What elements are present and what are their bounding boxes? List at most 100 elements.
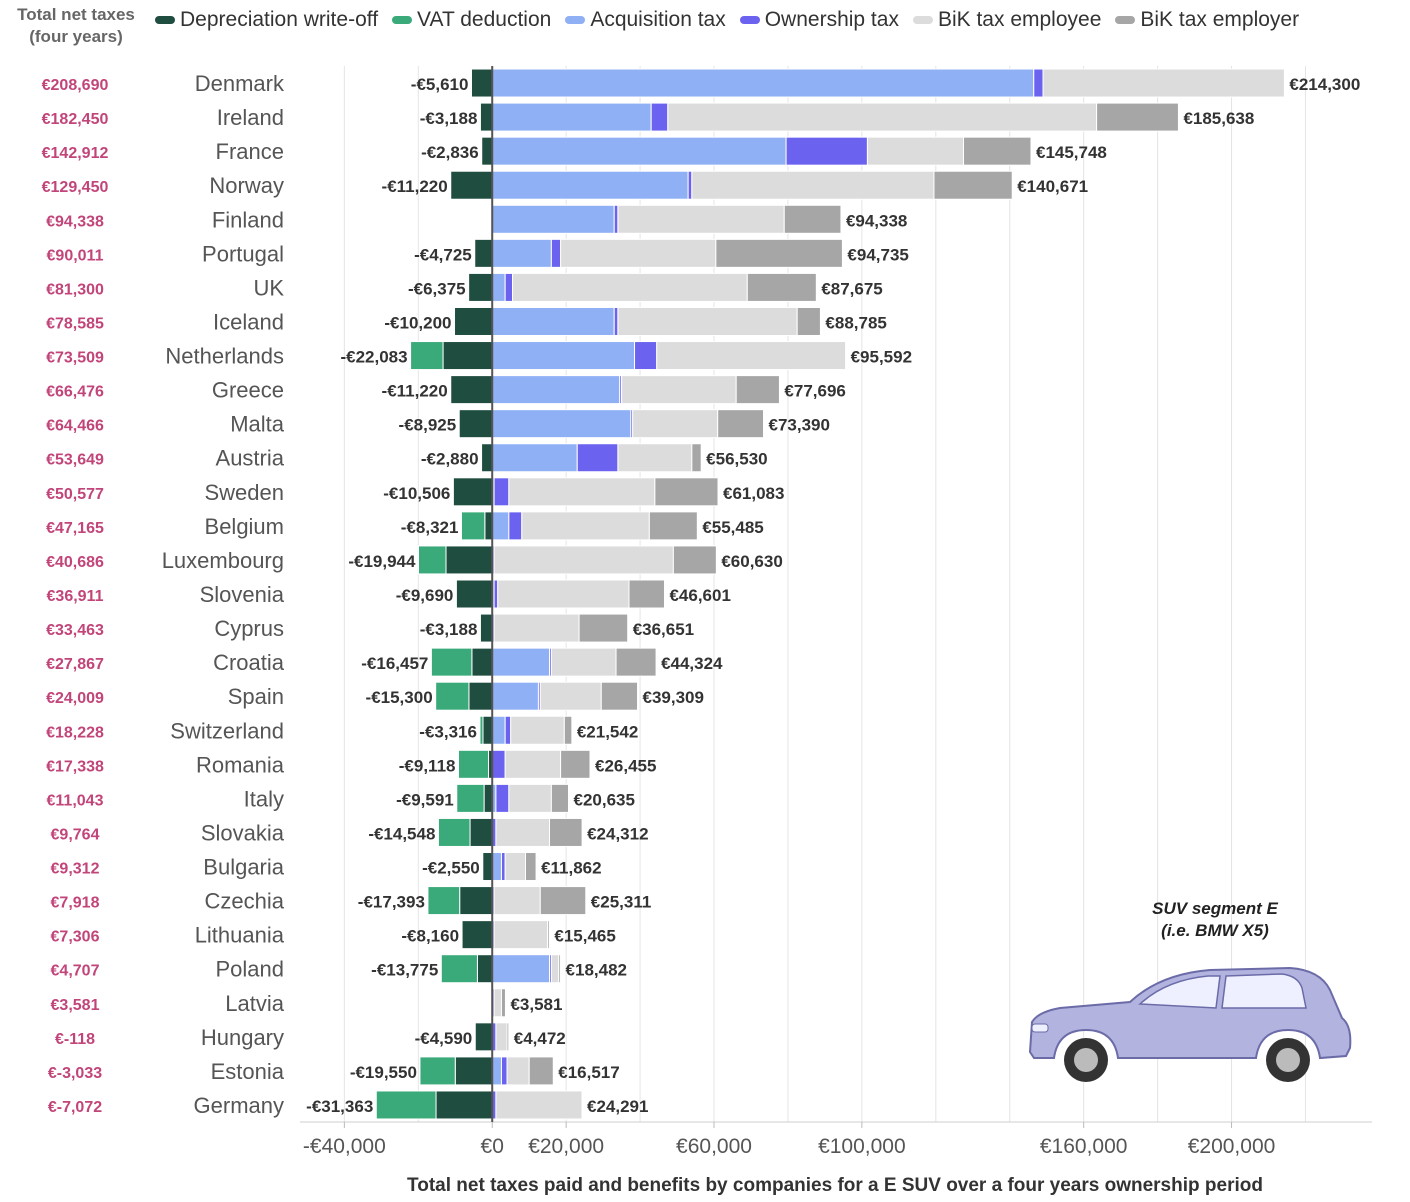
net-total-label: €53,649 <box>46 452 104 469</box>
deductions-total-label: -€15,300 <box>366 688 433 707</box>
taxes-total-label: €61,083 <box>723 484 784 503</box>
bar-depreciation <box>484 511 493 541</box>
bar-depreciation <box>469 817 493 847</box>
net-total-label: €-118 <box>55 1031 95 1048</box>
deductions-total-label: -€6,375 <box>408 279 466 298</box>
country-label: Slovenia <box>200 582 285 607</box>
bar-acquisition <box>491 1056 502 1086</box>
deductions-total-label: -€2,836 <box>421 143 479 162</box>
country-label: Sweden <box>204 480 284 505</box>
bar-bik_employer <box>648 511 698 541</box>
net-total-label: €-7,072 <box>48 1099 102 1116</box>
country-label: Belgium <box>205 514 284 539</box>
country-label: Hungary <box>201 1025 284 1050</box>
legend-label: Depreciation write-off <box>180 8 379 31</box>
taxes-total-label: €46,601 <box>669 586 730 605</box>
bar-bik_employer <box>549 817 583 847</box>
bar-ownership <box>491 749 506 779</box>
deductions-total-label: -€2,880 <box>421 450 479 469</box>
taxes-total-label: €94,338 <box>846 211 907 230</box>
legend-swatch <box>392 16 413 24</box>
bar-bik_employer <box>524 852 537 882</box>
country-label: Lithuania <box>195 923 285 948</box>
bar-bik_employee <box>497 579 630 609</box>
net-total-label: €27,867 <box>46 656 104 673</box>
x-tick-label: €0 <box>481 1135 504 1158</box>
bar-bik_employee <box>504 852 526 882</box>
legend-label: Ownership tax <box>764 8 899 31</box>
bar-bik_employee <box>493 988 502 1018</box>
deductions-total-label: -€11,220 <box>382 382 448 401</box>
legend-item: Acquisition tax <box>565 8 726 32</box>
bar-bik_employee <box>617 443 693 473</box>
bar-depreciation <box>474 1022 493 1052</box>
taxes-total-label: €3,581 <box>510 995 562 1014</box>
country-label: Spain <box>228 684 284 709</box>
taxes-total-label: €140,671 <box>1017 177 1088 196</box>
bar-depreciation <box>452 477 493 507</box>
legend-swatch <box>1115 16 1136 24</box>
bar-acquisition <box>491 715 506 745</box>
net-total-label: €40,686 <box>46 554 104 571</box>
bar-vat <box>430 647 473 677</box>
deductions-total-label: -€13,775 <box>371 961 438 980</box>
bar-ownership <box>687 170 693 200</box>
bar-ownership <box>650 102 669 132</box>
country-label: Italy <box>244 786 284 811</box>
x-tick-label: -€40,000 <box>303 1135 386 1158</box>
bar-acquisition <box>491 238 552 268</box>
taxes-total-label: €25,311 <box>591 893 652 912</box>
bar-bik_employer <box>560 749 591 779</box>
taxes-total-label: €73,390 <box>769 416 830 435</box>
bar-depreciation <box>468 681 493 711</box>
taxes-total-label: €4,472 <box>514 1029 566 1048</box>
bar-bik_employee <box>550 954 560 984</box>
bar-bik_employer <box>691 443 702 473</box>
bar-bik_employer <box>672 545 717 575</box>
bar-ownership <box>500 1056 508 1086</box>
taxes-total-label: €20,635 <box>573 790 634 809</box>
bar-depreciation <box>454 306 493 336</box>
bar-bik_employee <box>495 1090 583 1120</box>
bar-vat <box>435 681 470 711</box>
taxes-total-label: €36,651 <box>633 620 694 639</box>
bar-bik_employee <box>504 749 562 779</box>
bar-vat <box>440 954 478 984</box>
bar-vat <box>458 749 490 779</box>
bar-bik_employee <box>617 204 785 234</box>
bar-bik_employer <box>933 170 1013 200</box>
net-total-label: €73,509 <box>46 350 104 367</box>
bar-bik_employer <box>547 920 550 950</box>
legend-swatch <box>565 16 586 24</box>
country-label: Bulgaria <box>203 855 284 880</box>
inset-caption: SUV segment E (i.e. BMW X5) <box>1105 898 1325 942</box>
taxes-total-label: €16,517 <box>558 1063 619 1082</box>
bar-bik_employee <box>493 545 674 575</box>
bar-bik_employer <box>717 409 765 439</box>
bar-depreciation <box>454 1056 493 1086</box>
bar-depreciation <box>435 1090 493 1120</box>
bar-ownership <box>634 341 658 371</box>
country-label: Latvia <box>225 991 284 1016</box>
bar-depreciation <box>483 783 493 813</box>
total-header-line2: (four years) <box>29 27 123 46</box>
bar-bik_employee <box>493 920 549 950</box>
country-label: Poland <box>215 957 284 982</box>
bar-bik_employer <box>563 715 573 745</box>
bar-ownership <box>576 443 619 473</box>
net-total-label: €81,300 <box>46 281 104 298</box>
bar-bik_employer <box>1096 102 1179 132</box>
bar-depreciation <box>471 647 493 677</box>
bar-depreciation <box>474 238 493 268</box>
net-total-label: €9,764 <box>51 826 100 843</box>
bar-depreciation <box>482 715 493 745</box>
taxes-total-label: €26,455 <box>595 756 656 775</box>
total-net-taxes-header: Total net taxes (four years) <box>2 4 150 48</box>
x-tick-label: €200,000 <box>1188 1135 1276 1158</box>
deductions-total-label: -€2,550 <box>422 859 480 878</box>
taxes-total-label: €11,862 <box>541 859 602 878</box>
bar-ownership <box>1033 68 1044 98</box>
suv-car-icon <box>1028 966 1352 1082</box>
legend-item: VAT deduction <box>392 8 551 32</box>
bar-bik_employee <box>550 647 617 677</box>
